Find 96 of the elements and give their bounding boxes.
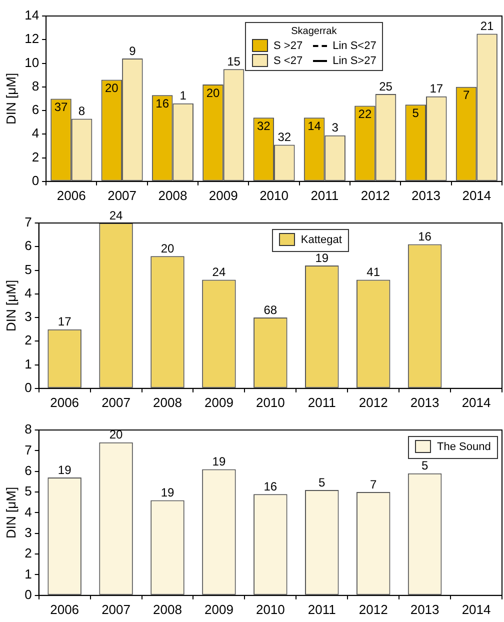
annotation: 7 [370,477,377,492]
y-tick-label: 6 [24,238,32,254]
annotation: 32 [256,118,271,133]
x-tick-label: 2010 [256,394,285,410]
x-tick-label: 2007 [102,602,130,617]
annotation: 3 [332,120,339,135]
y-tick-label: 4 [32,126,40,141]
annotation: 17 [430,82,444,96]
annotation: 32 [278,130,292,144]
annotation: 16 [418,230,432,244]
annotation: 5 [421,458,428,473]
annotation: 7 [462,88,470,102]
x-tick-label: 2014 [462,602,491,617]
annotation: 25 [379,79,393,94]
annotation: 8 [78,104,86,118]
x-tick-label: 2009 [204,394,234,410]
annotation: 24 [109,208,124,222]
x-tick-label: 2006 [50,394,80,410]
x-tick-label: 2008 [153,602,182,617]
annotation: 1 [180,88,187,103]
x-tick-label: 2012 [360,188,390,203]
annotation: 15 [227,54,241,68]
y-tick-label: 12 [24,31,40,46]
x-tick-label: 2010 [256,602,285,617]
y-tick-label: 10 [24,54,40,70]
annotation: 14 [308,118,322,133]
annotation: 20 [109,428,124,442]
y-axis-title: DIN [μM] [3,280,18,332]
annotation: 20 [104,81,119,96]
legend-label: The Sound [437,440,491,452]
x-tick-label: 2013 [410,394,440,410]
y-tick-label: 5 [24,262,32,277]
x-tick-label: 2009 [204,602,234,617]
x-tick-label: 2012 [358,602,388,617]
annotation: 9 [129,44,136,58]
x-tick-label: 2011 [310,188,339,203]
annotation: 19 [58,462,72,477]
y-tick-label: 0 [24,586,32,602]
legend-label: Kattegat [300,234,342,246]
legend-label: S <27 [274,54,303,66]
annotation: 5 [318,475,326,490]
y-tick-label: 2 [24,332,32,348]
annotation: 19 [315,250,329,265]
x-tick-label: 2010 [260,188,288,203]
x-tick-label: 2007 [108,188,137,203]
annotation: 22 [358,107,372,122]
x-tick-label: 2008 [153,394,182,410]
y-tick-label: 1 [24,356,32,372]
x-tick-label: 2014 [462,394,491,410]
y-tick-label: 14 [24,8,40,23]
legend-title: Skagerrak [290,26,338,37]
annotation: 21 [480,19,494,34]
y-axis-title: DIN [μM] [3,486,18,538]
annotation: 17 [58,314,72,329]
annotation: 20 [160,241,174,256]
y-tick-label: 1 [24,566,32,582]
annotation: 19 [160,486,174,500]
y-tick-label: 8 [24,422,32,437]
annotation: 41 [366,265,380,280]
y-tick-label: 6 [24,462,32,478]
x-tick-label: 2011 [308,602,336,617]
y-tick-label: 2 [32,149,40,164]
annotation: 20 [206,86,220,100]
x-tick-label: 2011 [308,394,336,410]
x-tick-label: 2009 [208,188,238,203]
y-tick-label: 3 [24,524,32,540]
legend-label: S >27 [274,40,303,52]
y-tick-label: 8 [32,78,40,94]
x-tick-label: 2006 [50,602,80,617]
x-tick-label: 2006 [56,188,86,203]
y-tick-label: 0 [32,172,40,188]
x-tick-label: 2007 [102,394,130,410]
x-tick-label: 2008 [158,188,188,203]
annotation: 16 [156,96,170,110]
x-tick-label: 2013 [412,188,440,203]
annotation: 37 [54,100,68,114]
annotation: 5 [412,106,420,120]
annotation: 16 [264,479,278,494]
y-tick-label: 0 [24,380,32,395]
x-tick-label: 2012 [358,394,388,410]
y-tick-label: 4 [24,285,32,300]
annotation: 19 [212,454,226,469]
x-tick-label: 2014 [462,188,492,203]
y-tick-label: 7 [24,442,32,458]
y-tick-label: 3 [24,309,32,324]
y-tick-label: 5 [24,484,32,499]
y-tick-label: 6 [32,102,40,118]
legend-label: Lin S>27 [332,54,376,66]
y-tick-label: 4 [24,504,32,520]
x-tick-label: 2013 [410,602,440,617]
y-tick-label: 2 [24,546,32,561]
y-tick-label: 7 [24,214,32,230]
annotation: 24 [212,265,226,280]
legend-label: Lin S<27 [332,40,376,52]
y-axis-title: DIN [μM] [3,72,18,124]
annotation: 68 [264,302,278,317]
